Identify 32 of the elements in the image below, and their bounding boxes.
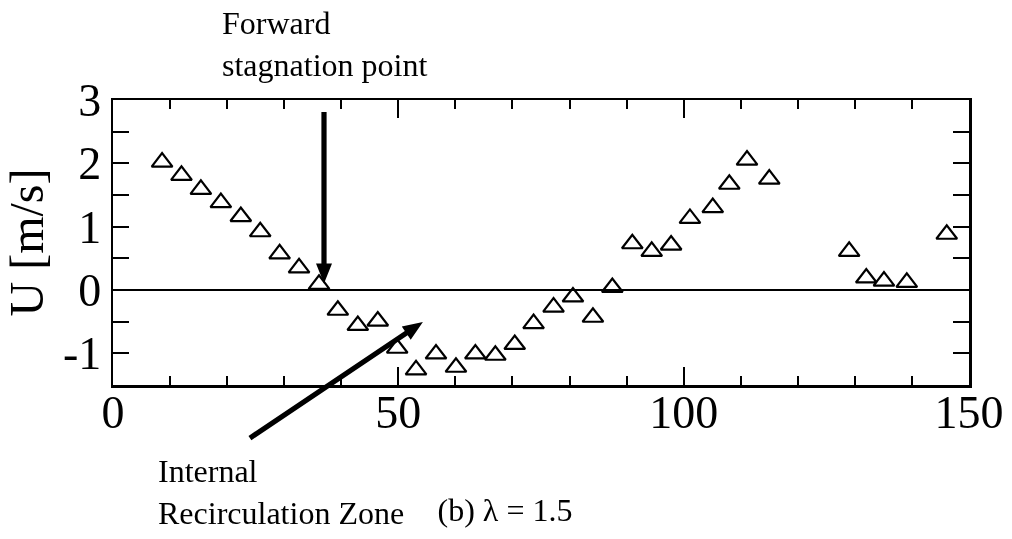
- point: [522, 313, 546, 330]
- point: [209, 192, 233, 209]
- x-tick-label: 150: [934, 386, 1004, 438]
- y-tick-label: 0: [78, 265, 102, 317]
- point: [701, 197, 725, 214]
- point: [229, 206, 253, 223]
- y-tick-label: 2: [78, 138, 102, 190]
- point: [620, 233, 644, 250]
- text: (b) λ = 1.5: [437, 492, 573, 529]
- text: Forward stagnation point: [222, 5, 428, 83]
- point: [503, 334, 527, 351]
- point: [404, 359, 428, 376]
- point: [248, 221, 272, 238]
- point: [463, 343, 487, 360]
- y-tick-label: -1: [62, 328, 102, 380]
- point: [424, 343, 448, 360]
- y-axis-title: U [m/s]: [0, 168, 53, 317]
- point: [150, 151, 174, 168]
- point: [287, 257, 311, 274]
- x-tick-label: 100: [649, 386, 719, 438]
- text: Internal Recirculation Zone: [158, 453, 405, 531]
- point: [268, 243, 292, 260]
- y-tick-label: 3: [78, 75, 102, 127]
- point: [366, 310, 390, 327]
- y-tick-label: 1: [78, 201, 102, 253]
- point: [561, 286, 585, 303]
- point: [854, 267, 878, 284]
- point: [678, 208, 702, 225]
- point: [346, 315, 370, 332]
- x-tick-label: 50: [375, 386, 422, 438]
- point: [600, 277, 624, 294]
- point: [659, 234, 683, 251]
